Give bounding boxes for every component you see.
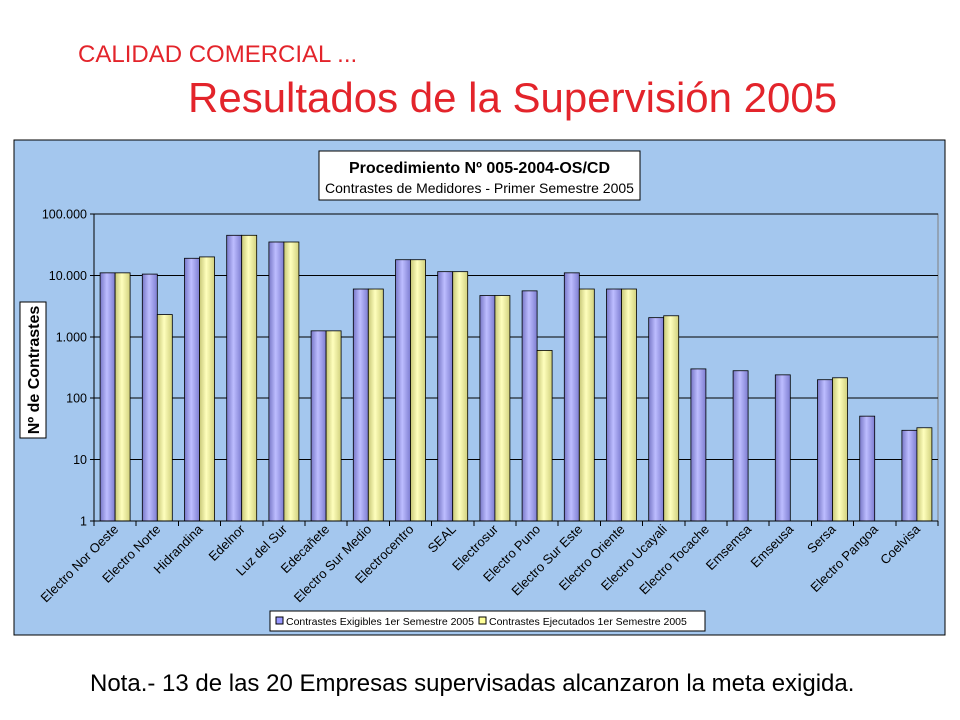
bar-s1-coelvisa xyxy=(901,429,918,522)
bar-s2-electro-puno xyxy=(536,350,553,522)
bar-s2-electro-norte xyxy=(156,314,173,522)
bar-s2-hidrandina xyxy=(199,256,215,522)
bar-s1-electro-ucayali xyxy=(648,317,665,522)
bar-s2-electro-sur-medio xyxy=(367,288,384,522)
bar-s2-seal xyxy=(452,271,469,522)
bar-s2-electro-oriente xyxy=(621,288,637,522)
bar-s2-electro-sur-este xyxy=(578,288,595,522)
plot-background xyxy=(93,213,939,522)
bar-s2-sersa xyxy=(832,377,848,522)
y-tick-label: 1.000 xyxy=(56,330,87,344)
legend: Contrastes Exigibles 1er Semestre 2005 C… xyxy=(269,610,706,632)
bars xyxy=(99,234,933,522)
axis-ticks xyxy=(90,213,939,526)
bar-s1-electro-tocache xyxy=(690,368,707,522)
bar-s1-electrocentro xyxy=(395,259,411,522)
legend-label-series-1: Contrastes Exigibles 1er Semestre 2005 xyxy=(286,616,474,628)
y-tick-label: 1 xyxy=(80,515,87,529)
chart-title-frame xyxy=(318,150,641,201)
bar-s2-edecanete xyxy=(325,330,342,522)
slide-note: Nota.- 13 de las 20 Empresas supervisada… xyxy=(90,670,854,697)
bar-s2-electrocentro xyxy=(410,259,426,522)
bar-s2-coelvisa xyxy=(916,427,933,522)
bar-s1-electrosur xyxy=(479,295,496,522)
y-axis-title-frame xyxy=(19,301,47,439)
bar-s2-edelnor xyxy=(241,234,258,522)
bar-s2-electro-ucayali xyxy=(663,315,680,522)
bar-s2-luz-del-sur xyxy=(283,241,300,522)
legend-swatch-series-1 xyxy=(275,616,284,625)
y-tick-label: 10 xyxy=(73,453,87,467)
legend-frame xyxy=(269,610,706,632)
chart-title: Procedimiento Nº 005-2004-OS/CD xyxy=(349,160,610,177)
y-axis-title: Nº de Contrastes xyxy=(26,306,43,435)
legend-label-series-2: Contrastes Ejecutados 1er Semestre 2005 xyxy=(489,616,687,628)
bar-s1-electro-norte xyxy=(141,273,158,522)
bar-s1-hidrandina xyxy=(184,257,200,522)
bar-s1-emsemsa xyxy=(732,370,749,522)
slide-title: Resultados de la Supervisión 2005 xyxy=(188,74,837,121)
bar-s1-electro-puno xyxy=(521,290,538,522)
y-tick-labels: 1 10 100 1.000 10.000 100.000 xyxy=(42,208,87,529)
legend-swatch-series-2 xyxy=(478,616,487,625)
bar-s1-electro-pangoa xyxy=(859,415,876,522)
bar-s1-edecanete xyxy=(310,330,327,522)
y-tick-label: 100.000 xyxy=(42,208,87,222)
bar-s1-electro-nor-oeste xyxy=(99,272,116,522)
bar-s1-electro-sur-medio xyxy=(352,288,369,522)
bar-s1-luz-del-sur xyxy=(268,241,285,522)
bar-s1-electro-sur-este xyxy=(563,272,580,522)
bar-s2-electro-nor-oeste xyxy=(114,272,131,522)
bar-s1-emseusa xyxy=(774,374,791,522)
bar-s1-edelnor xyxy=(226,234,243,522)
y-tick-label: 10.000 xyxy=(49,269,87,283)
bar-s1-seal xyxy=(437,271,454,522)
y-tick-label: 100 xyxy=(66,392,87,406)
bar-s2-electrosur xyxy=(494,295,511,522)
bar-s1-sersa xyxy=(817,379,833,522)
y-axis-title-box: Nº de Contrastes xyxy=(19,301,47,439)
chart-subtitle: Contrastes de Medidores - Primer Semestr… xyxy=(325,180,634,196)
slide-kicker: CALIDAD COMERCIAL ... xyxy=(78,41,357,68)
bar-s1-electro-oriente xyxy=(606,288,622,522)
chart-title-box: Procedimiento Nº 005-2004-OS/CD Contrast… xyxy=(318,150,641,201)
